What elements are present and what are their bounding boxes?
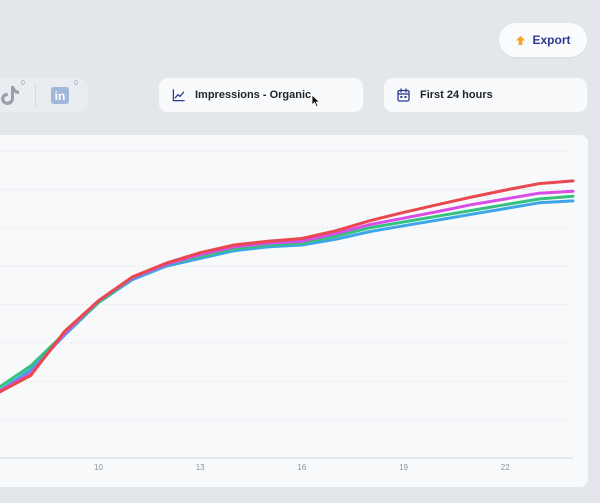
tiktok-icon[interactable] bbox=[0, 84, 20, 106]
line-chart-icon bbox=[172, 88, 185, 101]
linkedin-count: 0 bbox=[74, 80, 78, 87]
x-tick-label: 19 bbox=[399, 463, 408, 472]
series-line-3 bbox=[0, 189, 575, 393]
x-tick-label: 22 bbox=[501, 463, 510, 472]
impressions-line-chart: 10 13 16 19 22 bbox=[0, 150, 575, 472]
chart-card: 10 13 16 19 22 bbox=[0, 135, 588, 487]
series-line-4 bbox=[0, 179, 575, 394]
export-button[interactable]: Export bbox=[499, 23, 587, 57]
linkedin-icon[interactable]: in bbox=[51, 87, 69, 104]
mouse-pointer-icon bbox=[311, 94, 321, 108]
series-line-1 bbox=[0, 199, 575, 393]
x-tick-label: 10 bbox=[94, 463, 103, 472]
date-range-label: First 24 hours bbox=[420, 89, 493, 101]
x-tick-label: 16 bbox=[297, 463, 306, 472]
social-network-filter: 0 in 0 bbox=[0, 78, 88, 112]
metric-dropdown-label: Impressions - Organic bbox=[195, 89, 312, 101]
linkedin-icon-text: in bbox=[54, 88, 66, 103]
export-up-arrow-icon bbox=[516, 35, 526, 45]
metric-dropdown[interactable]: Impressions - Organic bbox=[159, 78, 363, 112]
series-line-2 bbox=[0, 194, 575, 389]
x-tick-label: 13 bbox=[196, 463, 205, 472]
divider bbox=[35, 83, 36, 107]
tiktok-count: 0 bbox=[21, 80, 25, 87]
export-label: Export bbox=[532, 33, 571, 47]
date-range-dropdown[interactable]: First 24 hours bbox=[384, 78, 587, 112]
calendar-icon bbox=[397, 88, 410, 102]
